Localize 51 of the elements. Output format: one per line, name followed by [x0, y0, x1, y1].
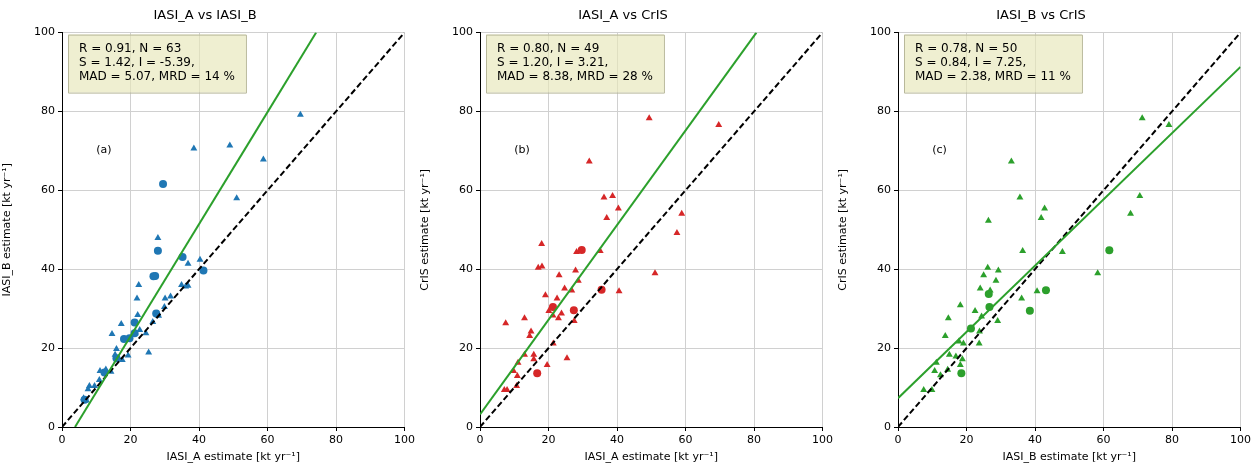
- x-tick-label: 80: [329, 433, 343, 447]
- y-axis-title: CrIS estimate [kt yr⁻¹]: [836, 168, 850, 291]
- annotation: R = 0.80, N = 49 S = 1.20, I = 3.21, MAD = 8.38, MRD = 28 %: [497, 40, 653, 83]
- y-tick-label: 40: [41, 262, 55, 276]
- x-axis-title: IASI_B estimate [kt yr⁻¹]: [1002, 450, 1136, 464]
- y-tick-label: 40: [459, 262, 473, 276]
- y-tick-label: 100: [870, 25, 891, 39]
- y-tick-label: 20: [459, 340, 473, 354]
- x-tick-label: 60: [260, 433, 275, 447]
- chart-title: IASI_A vs IASI_B: [153, 7, 257, 23]
- x-tick-label: 20: [541, 433, 556, 447]
- y-axis-title: CrIS estimate [kt yr⁻¹]: [418, 168, 432, 291]
- x-tick-label: 20: [959, 433, 974, 447]
- y-tick-label: 100: [34, 25, 55, 39]
- y-tick-label: 60: [41, 183, 55, 197]
- y-tick-label: 80: [877, 104, 891, 118]
- y-tick-label: 100: [452, 25, 473, 39]
- x-tick-label: 60: [678, 433, 693, 447]
- y-tick-label: 0: [48, 419, 55, 433]
- x-axis-title: IASI_A estimate [kt yr⁻¹]: [584, 450, 718, 464]
- y-tick-label: 0: [466, 419, 473, 433]
- x-tick-label: 0: [58, 433, 66, 447]
- x-tick-label: 20: [123, 433, 138, 447]
- x-tick-label: 100: [812, 433, 833, 447]
- x-tick-label: 60: [1096, 433, 1111, 447]
- x-tick-label: 40: [192, 433, 206, 447]
- y-tick-label: 60: [459, 183, 473, 197]
- annotation: R = 0.91, N = 63 S = 1.42, I = -5.39, MAD = 5.07, MRD = 14 %: [79, 40, 235, 83]
- annotation: R = 0.78, N = 50 S = 0.84, I = 7.25, MAD = 2.38, MRD = 11 %: [915, 40, 1071, 83]
- chart-title: IASI_A vs CrIS: [578, 7, 668, 23]
- y-tick-label: 80: [41, 104, 55, 118]
- x-tick-label: 100: [394, 433, 415, 447]
- x-tick-label: 80: [747, 433, 761, 447]
- chart-title: IASI_B vs CrIS: [996, 7, 1086, 23]
- x-tick-label: 0: [894, 433, 902, 447]
- x-tick-label: 80: [1165, 433, 1179, 447]
- annotation: (c): [932, 143, 947, 157]
- annotation: (a): [96, 143, 112, 157]
- x-tick-label: 40: [610, 433, 624, 447]
- y-tick-label: 60: [877, 183, 891, 197]
- annotation: (b): [514, 143, 530, 157]
- y-tick-label: 20: [41, 340, 55, 354]
- x-tick-label: 100: [1230, 433, 1251, 447]
- x-tick-label: 40: [1028, 433, 1042, 447]
- y-tick-label: 80: [459, 104, 473, 118]
- x-axis-title: IASI_A estimate [kt yr⁻¹]: [166, 450, 300, 464]
- y-tick-label: 0: [884, 419, 891, 433]
- y-tick-label: 40: [877, 262, 891, 276]
- y-axis-title: IASI_B estimate [kt yr⁻¹]: [0, 163, 14, 297]
- y-tick-label: 20: [877, 340, 891, 354]
- x-tick-label: 0: [476, 433, 484, 447]
